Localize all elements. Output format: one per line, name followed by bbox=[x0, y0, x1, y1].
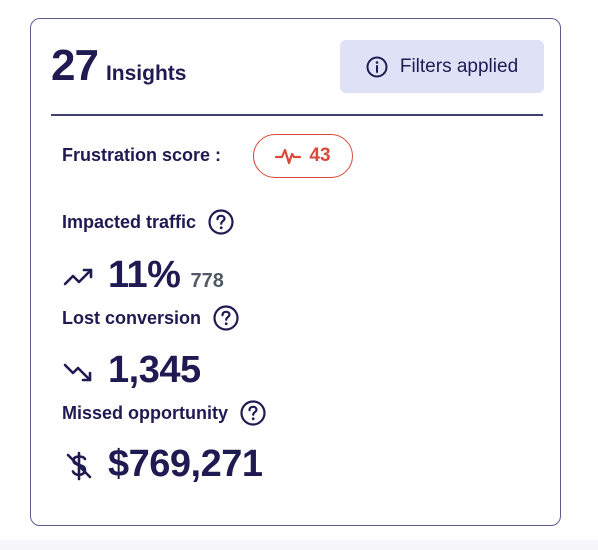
impacted-traffic-sub-value: 778 bbox=[190, 270, 224, 292]
lost-conversion-label: Lost conversion bbox=[62, 305, 239, 331]
impacted-traffic-help-icon[interactable] bbox=[208, 209, 234, 235]
insights-count-label: Insights bbox=[105, 62, 187, 85]
insights-card: 27 Insights Filters applied Frustration … bbox=[30, 18, 561, 526]
missed-opportunity-text: Missed opportunity bbox=[62, 402, 228, 423]
insights-count: 27 bbox=[51, 41, 99, 90]
pulse-icon bbox=[275, 146, 302, 166]
missed-opportunity-value: $769,271 bbox=[108, 443, 263, 485]
info-icon bbox=[366, 56, 388, 78]
missed-opportunity-help-icon[interactable] bbox=[240, 400, 266, 426]
impacted-traffic-label: Impacted traffic bbox=[62, 209, 234, 235]
insights-header: 27 Insights bbox=[51, 41, 186, 91]
trend-down-icon bbox=[62, 357, 96, 385]
lost-conversion-metric: 1,345 bbox=[62, 349, 201, 392]
dollar-slash-icon bbox=[62, 451, 96, 480]
header-divider bbox=[51, 114, 543, 116]
lost-conversion-value: 1,345 bbox=[108, 349, 201, 391]
lost-conversion-text: Lost conversion bbox=[62, 307, 202, 328]
lost-conversion-help-icon[interactable] bbox=[213, 305, 239, 331]
page-footer-strip bbox=[0, 540, 598, 550]
filters-applied-label: Filters applied bbox=[399, 55, 519, 77]
impacted-traffic-value: 11% bbox=[108, 254, 181, 296]
filters-applied-button[interactable]: Filters applied bbox=[340, 40, 544, 93]
frustration-score-label: Frustration score : bbox=[62, 145, 221, 166]
trend-zigzag-icon bbox=[62, 262, 96, 290]
impacted-traffic-text: Impacted traffic bbox=[62, 211, 197, 232]
frustration-score-badge[interactable]: 43 bbox=[253, 134, 353, 178]
frustration-score-text: Frustration score : bbox=[62, 145, 222, 165]
missed-opportunity-label: Missed opportunity bbox=[62, 400, 266, 426]
frustration-score-value: 43 bbox=[309, 145, 331, 166]
missed-opportunity-metric: $769,271 bbox=[62, 443, 263, 486]
impacted-traffic-metric: 11% 778 bbox=[62, 254, 224, 297]
